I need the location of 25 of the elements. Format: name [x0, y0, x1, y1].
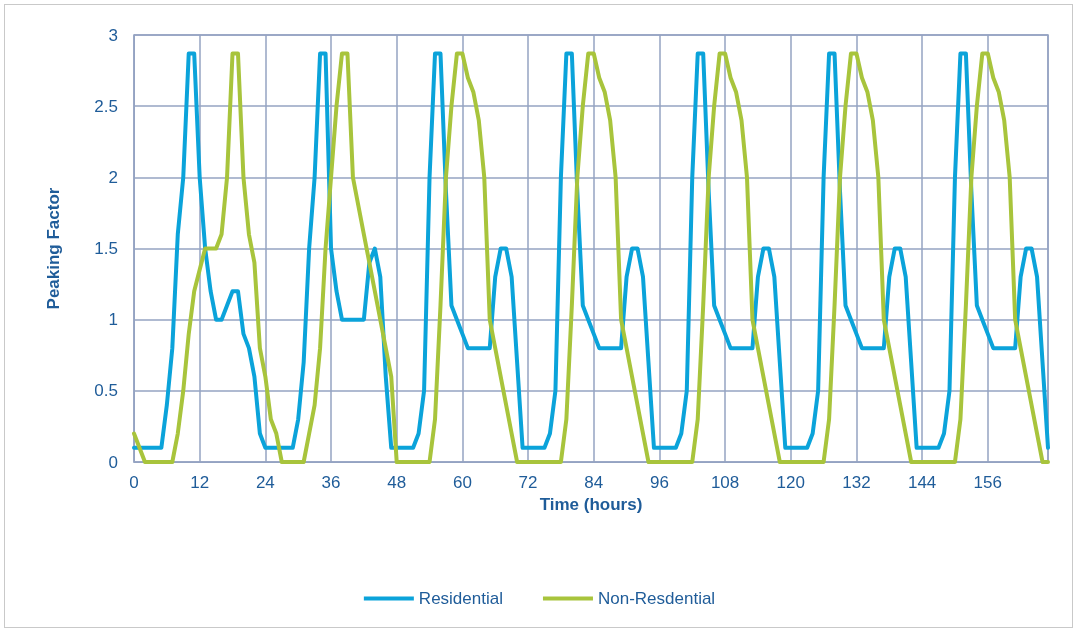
x-tick-label: 12	[190, 473, 210, 492]
y-axis-title: Peaking Factor	[44, 187, 63, 310]
y-tick-label: 0.5	[94, 381, 118, 401]
y-tick-label: 1	[108, 310, 118, 330]
y-tick-label: 3	[108, 25, 118, 45]
y-tick-label: 1.5	[94, 239, 118, 258]
x-tick-label: 156	[973, 473, 1002, 492]
y-tick-label: 0	[108, 452, 118, 472]
x-tick-label: 144	[907, 473, 937, 492]
y-tick-label: 2	[108, 167, 118, 187]
x-tick-label: 132	[842, 473, 871, 492]
x-tick-label: 120	[776, 473, 805, 492]
x-tick-label: 60	[452, 473, 472, 492]
x-tick-label: 72	[518, 473, 538, 492]
legend-label: Residential	[418, 589, 503, 608]
x-tick-label: 24	[255, 473, 275, 492]
legend-label: Non-Resdential	[597, 589, 716, 608]
x-tick-label: 96	[649, 473, 669, 492]
x-axis-title: Time (hours)	[539, 495, 643, 514]
x-tick-label: 0	[129, 473, 139, 492]
x-tick-label: 48	[387, 473, 407, 492]
y-tick-label: 2.5	[94, 96, 118, 116]
x-tick-label: 36	[321, 473, 341, 492]
x-tick-label: 108	[710, 473, 740, 492]
x-tick-label: 84	[584, 473, 604, 492]
